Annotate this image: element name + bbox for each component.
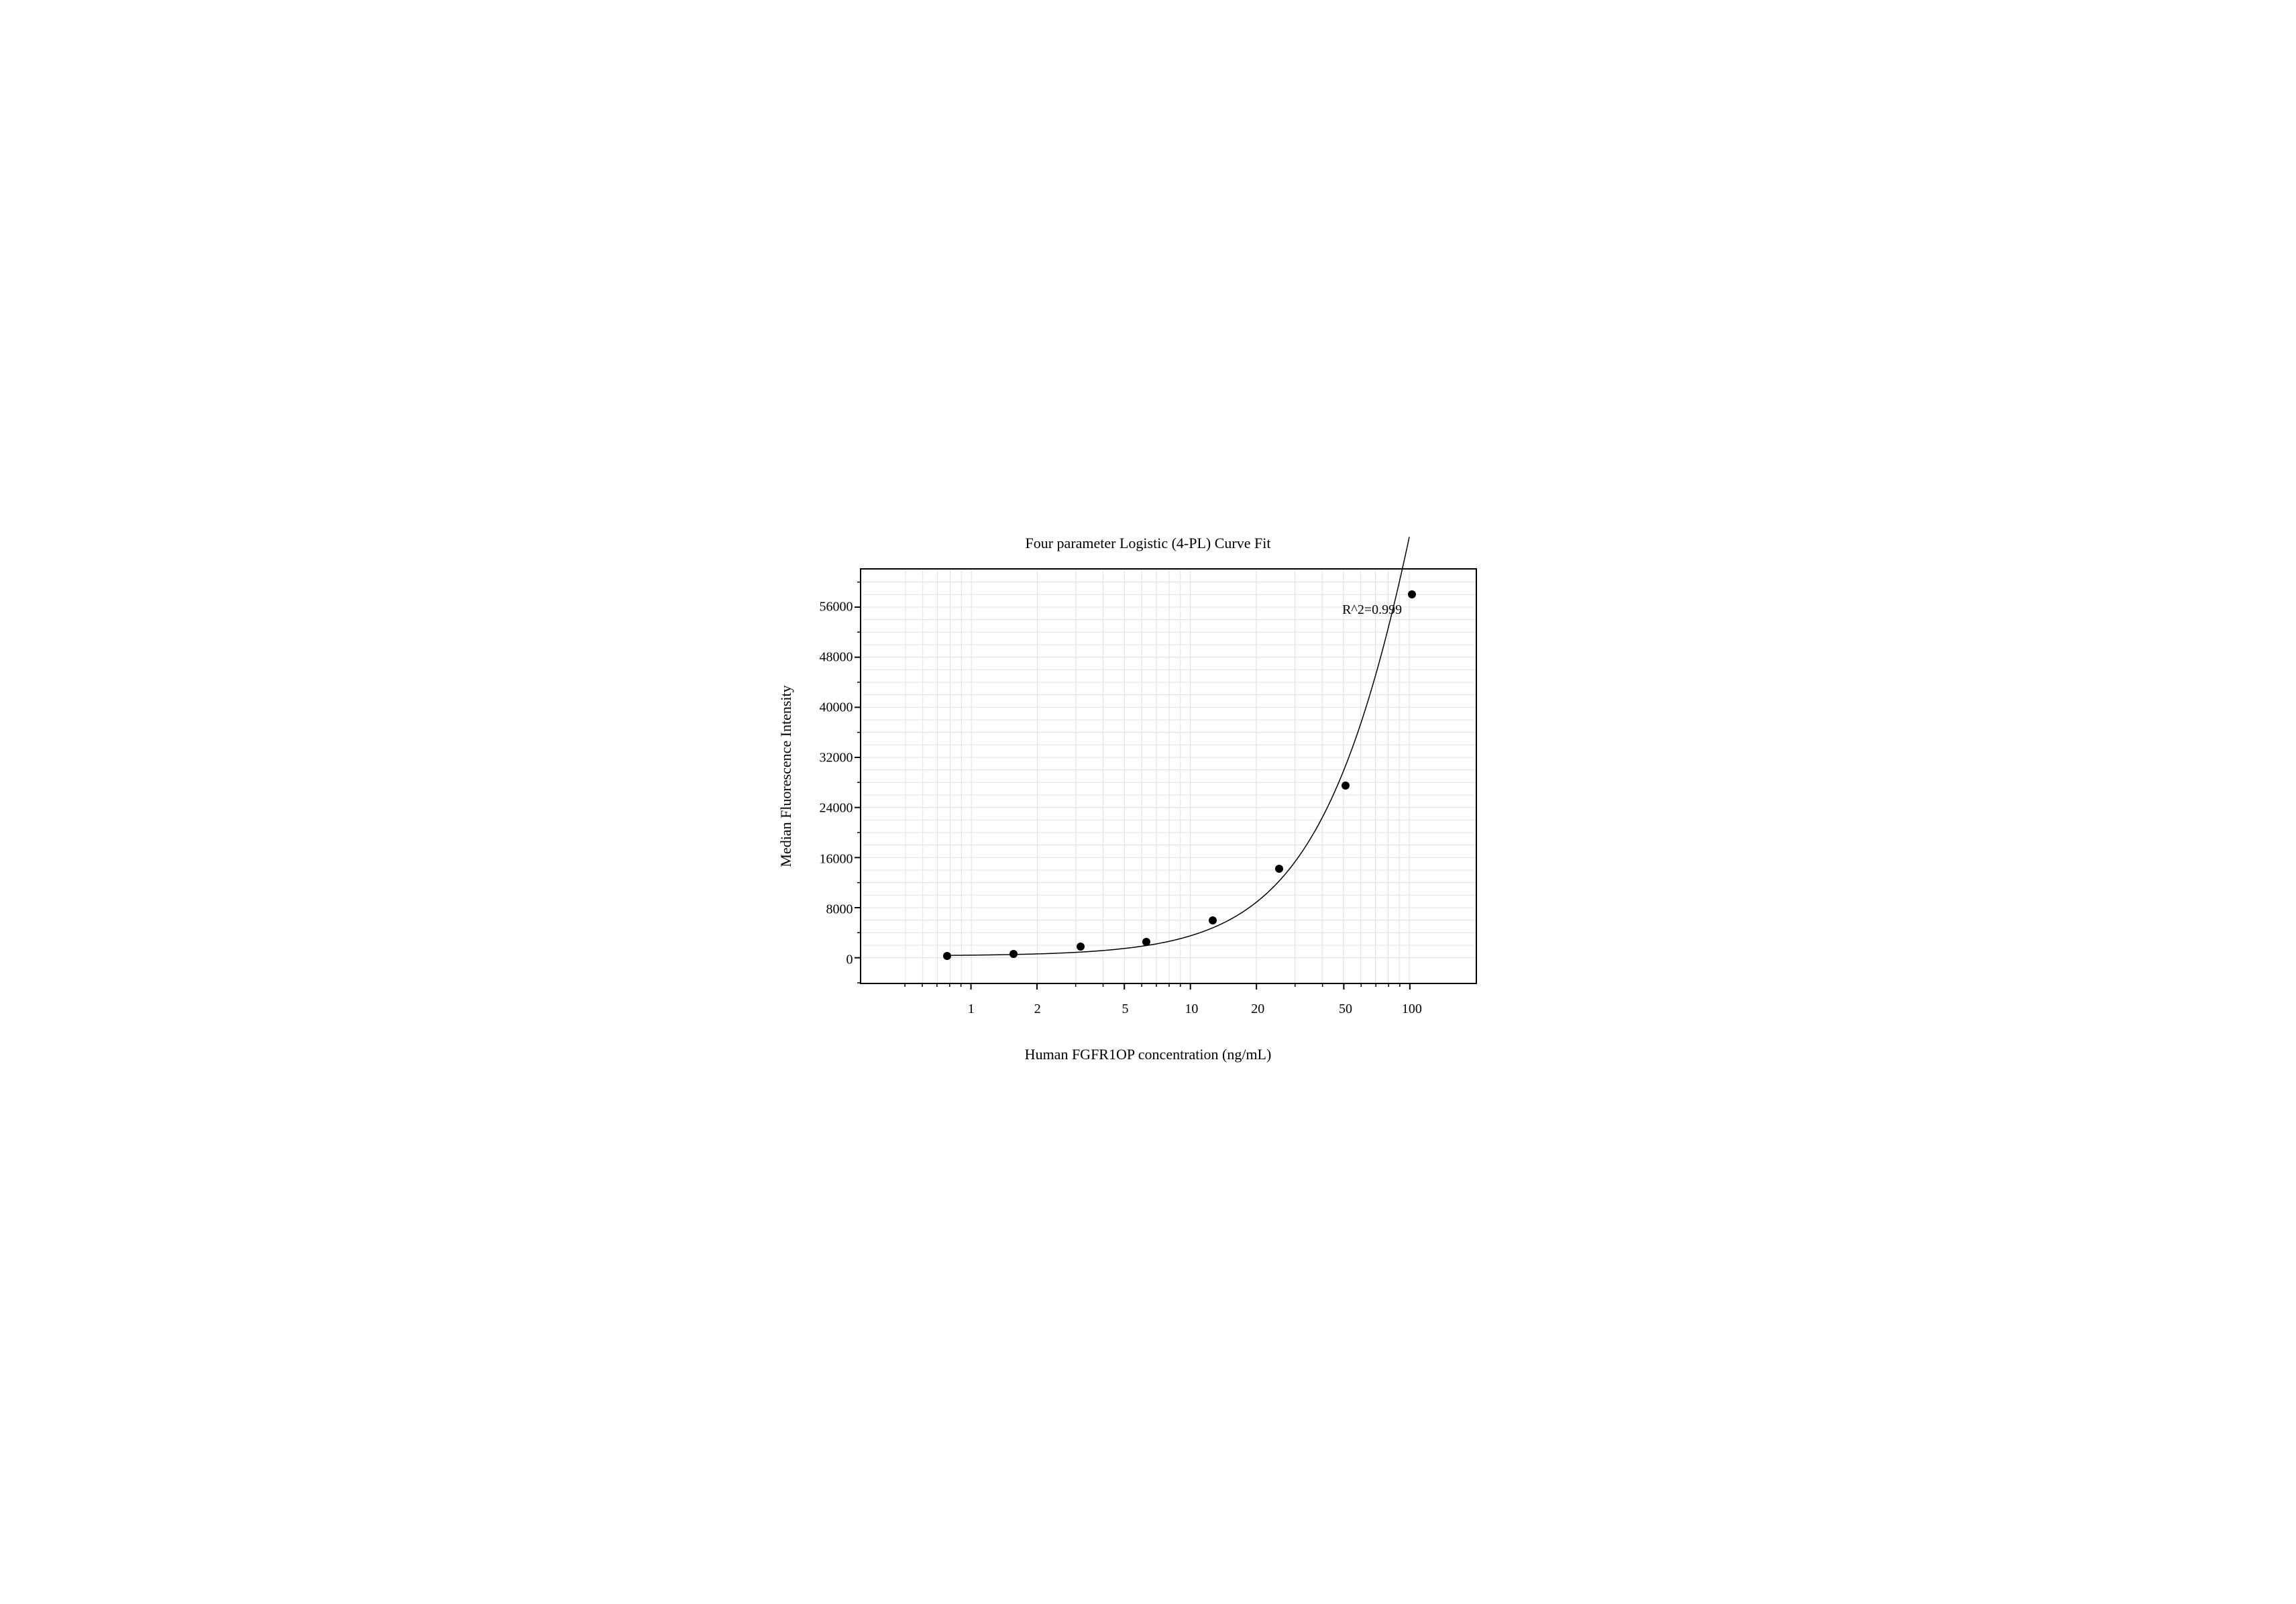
x-axis-label: Human FGFR1OP concentration (ng/mL): [1025, 1046, 1272, 1063]
y-tick-label: 8000: [826, 902, 853, 917]
data-point: [1009, 950, 1018, 958]
y-axis-label: Median Fluorescence Intensity: [777, 685, 795, 867]
y-tick-label: 0: [846, 952, 853, 967]
y-tick-label: 56000: [820, 599, 853, 614]
data-point: [1142, 938, 1150, 946]
x-tick-label: 20: [1251, 1002, 1264, 1017]
x-tick-label: 50: [1339, 1002, 1352, 1017]
x-tick-label: 2: [1034, 1002, 1041, 1017]
r-squared-annotation: R^2=0.999: [1342, 602, 1402, 618]
x-tick-label: 5: [1122, 1002, 1128, 1017]
data-point: [1342, 782, 1350, 790]
x-tick-label: 1: [968, 1002, 975, 1017]
x-tick-label: 10: [1185, 1002, 1198, 1017]
data-point: [1077, 943, 1085, 951]
y-tick-label: 48000: [820, 650, 853, 665]
data-point: [943, 952, 951, 960]
x-tick-label: 100: [1402, 1002, 1422, 1017]
y-tick-label: 40000: [820, 700, 853, 716]
y-tick-label: 16000: [820, 851, 853, 867]
data-point: [1408, 590, 1416, 598]
plot-area: 0800016000240003200040000480005600012510…: [860, 568, 1477, 984]
y-tick-label: 24000: [820, 801, 853, 816]
data-point: [1275, 865, 1283, 873]
y-tick-label: 32000: [820, 751, 853, 766]
chart-title: Four parameter Logistic (4-PL) Curve Fit: [746, 535, 1551, 552]
chart-container: Four parameter Logistic (4-PL) Curve Fit…: [746, 521, 1551, 1083]
y-tick-marks: [851, 570, 861, 983]
data-point: [1209, 916, 1217, 924]
curve-svg: [861, 570, 1476, 983]
x-tick-marks: [861, 983, 1476, 1003]
